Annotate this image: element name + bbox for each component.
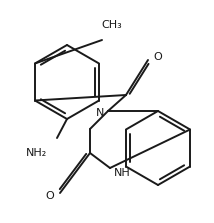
Text: N: N xyxy=(96,108,104,118)
Text: NH: NH xyxy=(114,168,130,178)
Text: NH₂: NH₂ xyxy=(26,148,48,158)
Text: CH₃: CH₃ xyxy=(102,20,122,30)
Text: O: O xyxy=(46,191,54,201)
Text: O: O xyxy=(154,52,162,62)
